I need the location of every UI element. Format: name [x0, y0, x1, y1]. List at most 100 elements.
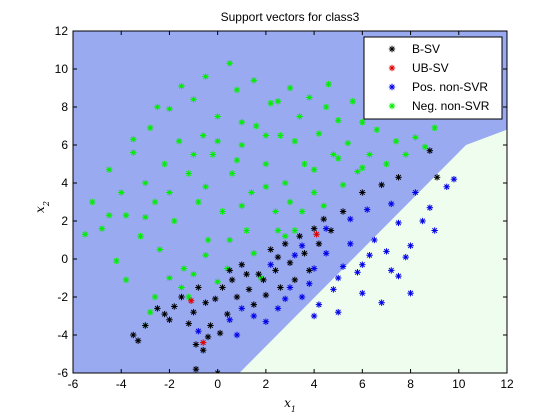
y-tick-label: -4: [57, 328, 68, 342]
pos-non-svr-marker: [443, 183, 450, 190]
legend-pos-non-svr-label: Pos. non-SVR: [412, 80, 488, 94]
pos-non-svr-marker: [354, 269, 361, 276]
neg-non-svr-marker: [277, 132, 284, 139]
neg-non-svr-marker: [301, 160, 308, 168]
neg-non-svr-marker: [402, 151, 409, 158]
pos-non-svr-marker: [407, 290, 414, 297]
neg-non-svr-marker: [310, 189, 318, 196]
neg-non-svr-marker: [151, 293, 159, 301]
pos-non-svr-marker: [395, 272, 402, 280]
neg-non-svr-marker: [219, 208, 226, 215]
neg-non-svr-marker: [330, 151, 337, 158]
neg-non-svr-marker: [122, 276, 130, 284]
legend-ub-sv-marker: [388, 64, 396, 72]
neg-non-svr-marker: [202, 252, 209, 259]
neg-non-svr-marker: [267, 100, 274, 107]
neg-non-svr-marker: [175, 138, 183, 145]
y-axis-label: x2: [33, 201, 51, 213]
pos-non-svr-marker: [330, 286, 337, 293]
neg-non-svr-marker: [250, 250, 258, 257]
neg-non-svr-marker: [421, 143, 429, 151]
pos-non-svr-marker: [359, 290, 366, 297]
legend-pos-non-svr-marker: [388, 83, 396, 91]
b-sv-marker: [277, 284, 284, 291]
neg-non-svr-marker: [238, 202, 245, 209]
b-sv-marker: [286, 259, 294, 266]
b-sv-marker: [339, 208, 347, 215]
neg-non-svr-marker: [130, 136, 137, 143]
b-sv-marker: [315, 240, 323, 247]
pos-non-svr-marker: [298, 242, 306, 249]
pos-non-svr-marker: [226, 316, 233, 323]
ub-sv-marker: [200, 339, 207, 346]
pos-non-svr-marker: [322, 250, 330, 257]
neg-non-svr-marker: [190, 151, 197, 158]
neg-non-svr-marker: [262, 183, 270, 190]
neg-non-svr-marker: [274, 98, 282, 105]
neg-non-svr-marker: [142, 214, 149, 221]
neg-non-svr-marker: [286, 84, 294, 92]
neg-non-svr-marker: [226, 60, 233, 67]
neg-non-svr-marker: [214, 113, 221, 120]
neg-non-svr-marker: [146, 124, 154, 132]
neg-non-svr-marker: [320, 202, 327, 209]
b-sv-marker: [291, 276, 299, 284]
b-sv-marker: [260, 276, 267, 284]
neg-non-svr-marker: [226, 236, 233, 244]
legend: B-SV UB-SV Pos. non-SVR Neg. non-SVR: [363, 36, 503, 120]
b-sv-marker: [195, 284, 202, 291]
plot-markers: [81, 60, 458, 373]
neg-non-svr-marker: [238, 141, 245, 149]
y-tick-label: 12: [55, 24, 69, 38]
neg-non-svr-marker: [185, 170, 192, 177]
neg-non-svr-marker: [349, 98, 356, 105]
neg-non-svr-marker: [214, 278, 221, 285]
pos-non-svr-marker: [395, 219, 402, 227]
neg-non-svr-marker: [298, 208, 306, 215]
pos-non-svr-marker: [335, 274, 342, 282]
neg-non-svr-marker: [204, 236, 212, 244]
b-sv-marker: [267, 246, 274, 253]
b-sv-marker: [255, 271, 262, 278]
b-sv-marker: [296, 233, 303, 240]
y-tick-label: 4: [61, 176, 68, 190]
chart-title: Support vectors for class3: [221, 10, 360, 24]
neg-non-svr-marker: [291, 138, 299, 145]
neg-non-svr-marker: [392, 138, 400, 145]
pos-non-svr-marker: [388, 200, 395, 208]
b-sv-marker: [327, 227, 335, 234]
neg-non-svr-marker: [315, 130, 323, 137]
y-tick-label: 10: [55, 62, 69, 76]
neg-non-svr-marker: [262, 160, 270, 168]
plot-area-frame: [72, 30, 508, 374]
neg-non-svr-marker: [281, 179, 289, 187]
x-tick-label: -4: [116, 377, 127, 391]
pos-non-svr-marker: [366, 252, 373, 259]
neg-non-svr-marker: [137, 233, 144, 240]
neg-non-svr-marker: [185, 293, 192, 301]
b-sv-marker: [262, 291, 270, 299]
b-sv-marker: [310, 225, 318, 232]
neg-non-svr-marker: [200, 132, 207, 139]
neg-non-svr-marker: [373, 126, 380, 133]
x-tick-label: -6: [68, 377, 79, 391]
neg-non-svr-marker: [156, 246, 163, 253]
b-sv-marker: [281, 240, 289, 247]
legend-entries: B-SV UB-SV Pos. non-SVR Neg. non-SVR: [388, 42, 490, 113]
pos-non-svr-marker: [195, 328, 202, 335]
b-sv-marker: [243, 271, 250, 278]
pos-non-svr-marker: [371, 236, 378, 244]
neg-non-svr-marker: [154, 103, 161, 111]
b-sv-marker: [154, 305, 161, 312]
x-tick-label: 2: [263, 377, 270, 391]
legend-neg-non-svr-marker: [388, 102, 396, 110]
pos-non-svr-marker: [233, 331, 241, 339]
x-axis-ticks: -6 -4 -2 0 2 4 6 8 10 12: [68, 31, 514, 391]
b-sv-marker: [192, 341, 200, 348]
legend-b-sv-label: B-SV: [412, 42, 440, 56]
b-sv-marker: [185, 320, 192, 327]
neg-non-svr-marker: [291, 227, 299, 234]
neg-non-svr-marker: [166, 274, 173, 282]
neg-non-svr-marker: [142, 179, 149, 187]
